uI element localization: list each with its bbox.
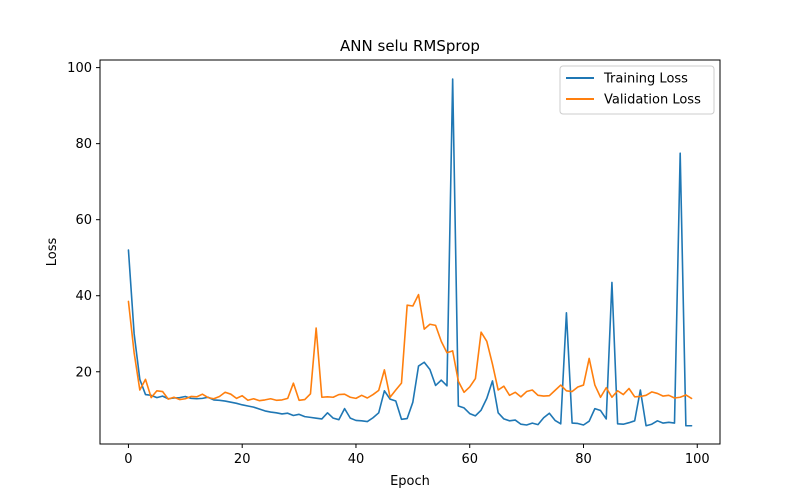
y-tick-label: 80 <box>75 137 92 152</box>
chart-title: ANN selu RMSprop <box>340 37 480 55</box>
x-tick-label: 60 <box>461 452 478 467</box>
x-axis-label: Epoch <box>390 474 430 489</box>
x-tick-label: 80 <box>575 452 592 467</box>
y-tick-label: 60 <box>75 213 92 228</box>
series-line-training-loss <box>127 78 693 427</box>
x-tick-label: 100 <box>685 452 710 467</box>
legend-label-validation-loss: Validation Loss <box>604 93 701 108</box>
series-line-validation-loss <box>127 293 693 402</box>
y-tick-label: 20 <box>75 365 92 380</box>
ticks-layer: 0 20 40 60 80 100 20 40 60 80 100 <box>67 61 709 467</box>
legend-label-training-loss: Training Loss <box>603 72 688 87</box>
y-axis-label: Loss <box>45 238 60 267</box>
legend-box <box>559 65 715 115</box>
y-tick-label: 40 <box>75 289 92 304</box>
series-layer <box>127 78 693 427</box>
plot-frame <box>99 59 721 445</box>
x-tick-label: 40 <box>348 452 365 467</box>
y-tick-label: 100 <box>67 61 92 76</box>
x-tick-label: 0 <box>124 452 132 467</box>
legend: Training Loss Validation Loss <box>559 65 715 115</box>
x-tick-label: 20 <box>234 452 251 467</box>
